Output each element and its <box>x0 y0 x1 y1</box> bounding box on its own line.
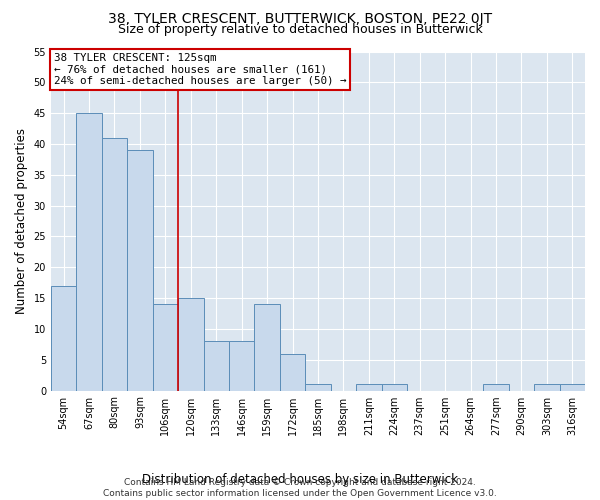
Text: 38, TYLER CRESCENT, BUTTERWICK, BOSTON, PE22 0JT: 38, TYLER CRESCENT, BUTTERWICK, BOSTON, … <box>108 12 492 26</box>
Bar <box>203 342 229 390</box>
Text: Size of property relative to detached houses in Butterwick: Size of property relative to detached ho… <box>118 22 482 36</box>
Bar <box>152 304 178 390</box>
Bar <box>76 113 102 390</box>
Bar <box>178 298 203 390</box>
Bar <box>382 384 407 390</box>
Bar <box>51 286 76 391</box>
Bar <box>483 384 509 390</box>
Bar <box>534 384 560 390</box>
Bar <box>280 354 305 391</box>
Text: Contains HM Land Registry data © Crown copyright and database right 2024.
Contai: Contains HM Land Registry data © Crown c… <box>103 478 497 498</box>
Bar <box>305 384 331 390</box>
Bar <box>229 342 254 390</box>
Bar <box>356 384 382 390</box>
Bar <box>102 138 127 390</box>
Y-axis label: Number of detached properties: Number of detached properties <box>15 128 28 314</box>
Text: Distribution of detached houses by size in Butterwick: Distribution of detached houses by size … <box>142 472 458 486</box>
Bar <box>254 304 280 390</box>
Bar <box>127 150 152 390</box>
Text: 38 TYLER CRESCENT: 125sqm
← 76% of detached houses are smaller (161)
24% of semi: 38 TYLER CRESCENT: 125sqm ← 76% of detac… <box>53 53 346 86</box>
Bar <box>560 384 585 390</box>
